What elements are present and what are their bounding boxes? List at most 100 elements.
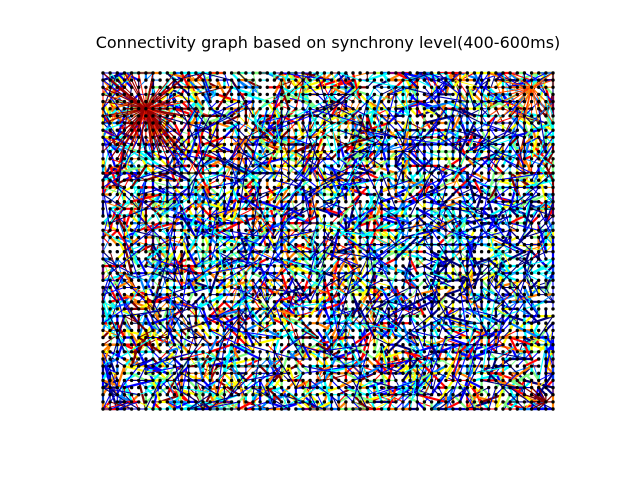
edge — [173, 186, 197, 210]
edge — [144, 243, 155, 268]
edge — [487, 214, 497, 232]
edge — [294, 279, 312, 303]
edge — [431, 215, 447, 224]
edge — [387, 207, 405, 218]
edge — [238, 86, 254, 110]
edge — [488, 144, 511, 160]
edge — [444, 400, 462, 411]
edge — [116, 114, 126, 139]
edge — [473, 387, 483, 410]
edge — [166, 379, 175, 396]
edge — [409, 336, 426, 361]
edge — [331, 308, 347, 317]
edge — [452, 379, 468, 389]
edge — [373, 401, 390, 410]
edge — [102, 201, 125, 210]
edge — [287, 264, 297, 282]
edge — [116, 236, 126, 253]
edge — [216, 272, 240, 296]
edge — [523, 200, 533, 232]
edge — [395, 308, 404, 324]
edge — [401, 121, 412, 153]
edge — [373, 143, 383, 160]
edge — [538, 401, 554, 410]
edge — [259, 136, 275, 145]
edge — [102, 329, 125, 346]
edge — [102, 236, 111, 253]
edge — [531, 279, 554, 288]
edge — [209, 365, 219, 382]
edge — [238, 101, 254, 110]
edge — [394, 150, 405, 167]
edge — [288, 315, 297, 338]
edge — [459, 172, 469, 189]
edge — [344, 136, 376, 146]
edge — [373, 329, 390, 339]
edge — [316, 222, 340, 239]
edge — [502, 379, 511, 396]
edge — [309, 186, 333, 210]
edge — [338, 158, 361, 174]
edge — [309, 186, 318, 210]
edge — [338, 72, 361, 81]
edge — [388, 272, 397, 296]
edge — [337, 150, 362, 175]
edge — [281, 108, 304, 117]
edge — [466, 157, 483, 167]
edge — [438, 372, 454, 381]
edge — [309, 379, 326, 389]
edge — [359, 286, 376, 296]
edge — [144, 172, 169, 182]
edge — [166, 215, 197, 224]
edge — [380, 222, 397, 232]
edge — [109, 401, 133, 410]
edge — [509, 336, 533, 346]
edge — [381, 86, 397, 95]
edge — [438, 194, 454, 217]
edge — [352, 115, 368, 124]
edge — [351, 150, 369, 160]
edge — [231, 265, 254, 288]
edge — [266, 150, 276, 167]
edge — [452, 265, 461, 281]
edge — [494, 143, 505, 167]
edge — [359, 365, 383, 374]
edge — [409, 272, 426, 282]
edge — [516, 136, 526, 167]
edge — [373, 265, 390, 274]
edge — [366, 71, 390, 82]
edge — [509, 336, 519, 353]
edge — [444, 150, 455, 175]
edge — [201, 293, 212, 310]
edge — [294, 379, 312, 389]
edge — [487, 93, 505, 103]
edge — [394, 315, 405, 332]
edge — [209, 343, 233, 353]
edge — [488, 158, 497, 174]
edge — [316, 236, 340, 246]
edge — [431, 329, 440, 353]
edge — [509, 172, 519, 196]
edge — [523, 157, 533, 175]
edge — [152, 201, 168, 210]
edge — [473, 179, 483, 196]
edge — [480, 93, 505, 103]
edge — [444, 350, 462, 375]
edge — [144, 379, 169, 389]
edge — [473, 71, 483, 89]
edge — [409, 236, 433, 246]
edge — [223, 222, 233, 238]
edge — [509, 78, 533, 89]
edge — [544, 150, 555, 167]
edge — [523, 150, 548, 160]
edge — [159, 100, 183, 125]
edge — [123, 379, 155, 389]
edge — [473, 258, 497, 267]
edge — [330, 86, 347, 96]
edge — [338, 358, 361, 367]
edge — [531, 294, 554, 310]
edge — [387, 293, 405, 303]
edge — [323, 93, 340, 103]
edge — [437, 343, 462, 353]
edge — [216, 372, 225, 396]
